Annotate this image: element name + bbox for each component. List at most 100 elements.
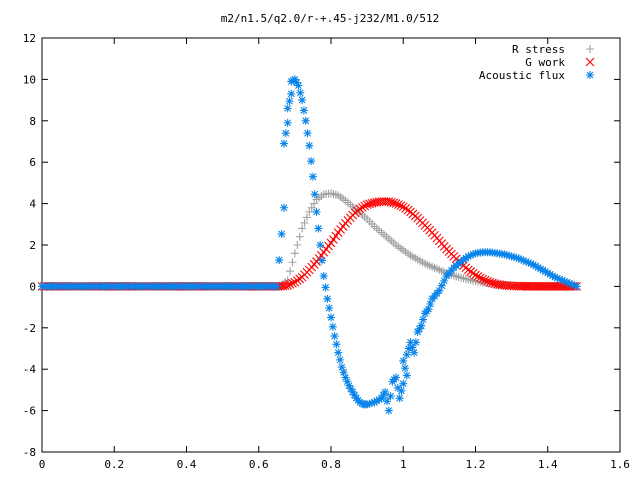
data-point-r-stress bbox=[293, 241, 302, 249]
data-point-acoustic-flux bbox=[272, 282, 281, 291]
data-point-acoustic-flux bbox=[402, 350, 411, 359]
data-point-acoustic-flux bbox=[348, 387, 357, 396]
data-point-acoustic-flux bbox=[314, 224, 323, 233]
data-point-acoustic-flux bbox=[292, 78, 301, 87]
data-point-acoustic-flux bbox=[522, 257, 531, 266]
data-point-g-work bbox=[549, 282, 559, 291]
data-point-acoustic-flux bbox=[435, 286, 444, 295]
data-point-acoustic-flux bbox=[507, 252, 516, 261]
data-point-acoustic-flux bbox=[408, 343, 417, 352]
data-point-acoustic-flux bbox=[546, 270, 555, 279]
data-point-acoustic-flux bbox=[437, 281, 446, 290]
data-point-acoustic-flux bbox=[570, 281, 579, 290]
data-point-acoustic-flux bbox=[336, 355, 345, 364]
data-point-g-work bbox=[391, 199, 401, 208]
y-tick-label: 12 bbox=[23, 32, 36, 45]
data-point-g-work bbox=[541, 282, 551, 291]
data-point-g-work bbox=[386, 197, 396, 207]
data-point-acoustic-flux bbox=[346, 384, 355, 393]
axis-ticks: 0 0.2 0.4 0.6 0.8 1 1.2 1.4 1.6 12 10 8 6 4 2 0 -2 -4 -6 -8 bbox=[23, 32, 630, 471]
data-point-acoustic-flux bbox=[469, 250, 478, 259]
data-point-acoustic-flux bbox=[505, 251, 514, 260]
data-point-acoustic-flux bbox=[317, 256, 326, 265]
y-tick-label: -8 bbox=[23, 446, 36, 459]
data-point-g-work bbox=[471, 270, 480, 280]
data-point-r-stress bbox=[295, 232, 304, 241]
data-point-acoustic-flux bbox=[377, 394, 386, 403]
data-point-g-work bbox=[533, 282, 542, 291]
data-point-acoustic-flux bbox=[285, 97, 294, 106]
data-point-r-stress bbox=[300, 218, 309, 227]
data-point-acoustic-flux bbox=[363, 400, 372, 409]
data-point-g-work bbox=[485, 277, 495, 287]
data-point-g-work bbox=[396, 201, 406, 211]
data-point-acoustic-flux bbox=[401, 364, 410, 373]
data-point-acoustic-flux bbox=[281, 129, 290, 138]
y-tick-label: 4 bbox=[29, 198, 36, 211]
data-point-acoustic-flux bbox=[413, 327, 422, 336]
data-point-g-work bbox=[384, 197, 394, 206]
x-tick-label: 1 bbox=[400, 458, 407, 471]
data-point-g-work bbox=[551, 282, 561, 291]
data-point-acoustic-flux bbox=[402, 371, 411, 380]
data-point-acoustic-flux bbox=[399, 379, 408, 388]
data-point-acoustic-flux bbox=[415, 324, 424, 333]
data-point-acoustic-flux bbox=[565, 279, 574, 288]
data-point-acoustic-flux bbox=[334, 348, 343, 357]
data-point-acoustic-flux bbox=[328, 322, 337, 331]
data-point-acoustic-flux bbox=[301, 116, 310, 125]
data-point-acoustic-flux bbox=[283, 104, 292, 113]
data-point-acoustic-flux bbox=[280, 203, 289, 212]
data-point-acoustic-flux bbox=[327, 313, 335, 322]
x-tick-label: 0.6 bbox=[249, 458, 269, 471]
data-point-acoustic-flux bbox=[370, 398, 379, 407]
data-point-acoustic-flux bbox=[339, 368, 348, 377]
data-point-acoustic-flux bbox=[399, 356, 408, 365]
data-point-acoustic-flux bbox=[303, 129, 312, 138]
data-point-g-work bbox=[537, 282, 546, 291]
data-point-acoustic-flux bbox=[555, 275, 564, 284]
data-point-acoustic-flux bbox=[330, 332, 339, 341]
y-tick-label: 8 bbox=[29, 115, 36, 128]
data-point-acoustic-flux bbox=[395, 394, 404, 403]
data-point-acoustic-flux bbox=[563, 278, 572, 287]
data-point-g-work bbox=[475, 273, 485, 283]
data-point-g-work bbox=[539, 282, 549, 291]
data-point-acoustic-flux bbox=[312, 207, 321, 216]
data-point-acoustic-flux bbox=[426, 299, 435, 308]
x-tick-label: 0.2 bbox=[104, 458, 124, 471]
legend-marker bbox=[586, 45, 594, 53]
x-tick-label: 1.4 bbox=[538, 458, 558, 471]
data-point-acoustic-flux bbox=[294, 81, 303, 90]
data-point-g-work bbox=[478, 274, 488, 284]
data-point-g-work bbox=[285, 279, 295, 289]
data-point-acoustic-flux bbox=[323, 294, 332, 303]
data-point-acoustic-flux bbox=[560, 277, 569, 286]
data-point-acoustic-flux bbox=[558, 276, 567, 285]
data-point-acoustic-flux bbox=[382, 397, 391, 406]
data-point-acoustic-flux bbox=[404, 344, 413, 353]
data-point-acoustic-flux bbox=[534, 263, 543, 272]
data-point-acoustic-flux bbox=[305, 141, 314, 150]
data-point-acoustic-flux bbox=[375, 395, 384, 404]
data-point-acoustic-flux bbox=[424, 305, 433, 314]
data-point-acoustic-flux bbox=[512, 253, 521, 262]
data-point-acoustic-flux bbox=[308, 172, 317, 181]
data-point-acoustic-flux bbox=[280, 139, 289, 148]
data-point-acoustic-flux bbox=[365, 399, 374, 408]
data-point-g-work bbox=[526, 281, 536, 291]
data-point-acoustic-flux bbox=[321, 283, 330, 292]
data-point-acoustic-flux bbox=[514, 254, 523, 263]
data-point-acoustic-flux bbox=[287, 89, 296, 98]
y-tick-label: -2 bbox=[23, 322, 36, 335]
data-point-acoustic-flux bbox=[567, 280, 576, 289]
x-tick-label: 1.6 bbox=[610, 458, 630, 471]
data-point-g-work bbox=[535, 282, 544, 291]
data-point-acoustic-flux bbox=[290, 75, 299, 84]
data-point-g-work bbox=[545, 282, 555, 291]
series-acoustic-flux bbox=[38, 75, 581, 415]
data-point-g-work bbox=[288, 278, 297, 288]
data-point-acoustic-flux bbox=[464, 252, 473, 261]
data-point-acoustic-flux bbox=[372, 396, 381, 405]
